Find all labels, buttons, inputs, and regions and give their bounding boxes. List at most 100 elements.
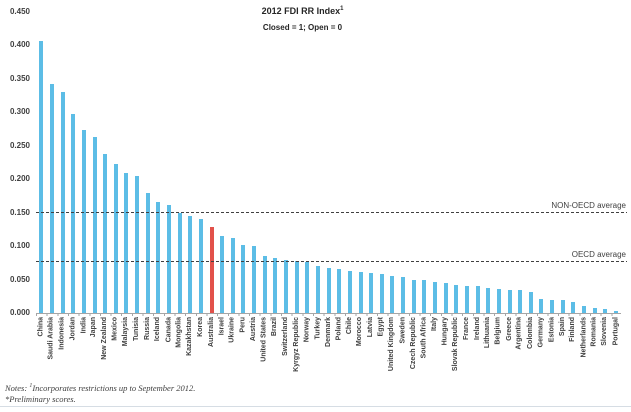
x-label-cell: Canada xyxy=(164,314,175,386)
x-tick-label: Saudi Arabia xyxy=(47,317,55,360)
y-tick-label: 0.250 xyxy=(9,140,30,150)
bar-new-zealand xyxy=(103,154,108,313)
x-tick-label: Estonia xyxy=(548,317,556,343)
bar-cell xyxy=(547,12,558,313)
bar-cell xyxy=(419,12,430,313)
bar-cell xyxy=(440,12,451,313)
x-label-cell: Norway xyxy=(302,314,313,386)
bar-slovak-republic xyxy=(454,284,459,313)
note-line-2: *Preliminary scores. xyxy=(5,393,76,404)
bar-cell xyxy=(472,12,483,313)
note-line-1: Notes: 1Incorporates restrictions up to … xyxy=(5,382,196,393)
bar-cell xyxy=(270,12,281,313)
x-tick-label: Czech Republic xyxy=(409,317,417,370)
x-tick-label: Malaysia xyxy=(122,317,130,347)
x-tick-label: Japan xyxy=(90,317,98,338)
bar-cell xyxy=(398,12,409,313)
bar-peru xyxy=(241,244,246,313)
bar-cell xyxy=(515,12,526,313)
x-tick-label: Romania xyxy=(590,317,598,347)
x-tick-label: Colombia xyxy=(526,317,534,349)
x-tick-label: Tunisia xyxy=(133,317,141,341)
x-tick-label: Hungary xyxy=(441,317,449,346)
bar-cell xyxy=(132,12,143,313)
bar-india xyxy=(81,130,86,313)
bar-latvia xyxy=(369,272,374,313)
x-tick-label: Russia xyxy=(143,317,151,340)
chart-title: 2012 FDI RR Index1 xyxy=(261,6,344,16)
bar-cell xyxy=(142,12,153,313)
bar-cell xyxy=(281,12,292,313)
x-label-cell: South Africa xyxy=(419,314,430,386)
x-label-cell: Saudi Arabia xyxy=(47,314,58,386)
x-tick-label: Denmark xyxy=(324,317,332,347)
x-label-cell: New Zealand xyxy=(100,314,111,386)
x-label-cell: Spain xyxy=(557,314,568,386)
x-tick-label: Peru xyxy=(239,317,247,333)
x-label-cell: Turkey xyxy=(313,314,324,386)
x-tick-label: Mongolia xyxy=(175,317,183,348)
x-tick-label: Belgium xyxy=(494,317,502,345)
bars xyxy=(36,12,621,313)
x-label-cell: Lithuania xyxy=(483,314,494,386)
x-label-cell: Latvia xyxy=(366,314,377,386)
bar-cell xyxy=(291,12,302,313)
x-label-cell: Tunisia xyxy=(132,314,143,386)
x-label-cell: Denmark xyxy=(323,314,334,386)
bar-brazil xyxy=(273,258,278,313)
bar-cell xyxy=(334,12,345,313)
bar-united-kingdom xyxy=(390,275,395,313)
bar-belgium xyxy=(496,288,501,313)
bar-cell xyxy=(185,12,196,313)
x-tick-label: Jordan xyxy=(69,317,77,341)
x-tick-label: Brazil xyxy=(271,317,279,337)
bar-kyrgyz-republic xyxy=(294,260,299,313)
x-tick-label: South Africa xyxy=(420,317,428,359)
x-label-cell: Morocco xyxy=(355,314,366,386)
x-tick-label: Finland xyxy=(569,317,577,342)
bar-cell xyxy=(36,12,47,313)
x-tick-label: Norway xyxy=(303,317,311,343)
bar-italy xyxy=(433,282,438,313)
bar-austria xyxy=(252,246,257,313)
x-label-cell: Switzerland xyxy=(281,314,292,386)
y-tick-label: 0.100 xyxy=(9,241,30,251)
x-label-cell: Israel xyxy=(217,314,228,386)
chart-subtitle: Closed = 1; Open = 0 xyxy=(262,23,343,32)
x-tick-label: Italy xyxy=(431,317,439,332)
x-tick-label: New Zealand xyxy=(101,317,109,360)
bar-cell xyxy=(355,12,366,313)
bar-cell xyxy=(228,12,239,313)
plot-area xyxy=(36,12,621,314)
bar-cell xyxy=(174,12,185,313)
bar-cell xyxy=(68,12,79,313)
bar-canada xyxy=(167,204,171,313)
bar-highlight-australia xyxy=(209,227,214,313)
y-tick-label: 0.050 xyxy=(9,274,30,284)
x-tick-label: Canada xyxy=(165,317,173,343)
x-label-cell: Kyrgyz Republic xyxy=(291,314,302,386)
bar-chile xyxy=(347,270,352,313)
x-label-cell: Belgium xyxy=(494,314,505,386)
x-label-cell: Jordan xyxy=(68,314,79,386)
x-label-cell: Ukraine xyxy=(228,314,239,386)
bar-kazakhstan xyxy=(188,216,193,313)
bar-cell xyxy=(259,12,270,313)
bar-cell xyxy=(217,12,228,313)
x-label-cell: United States xyxy=(259,314,270,386)
x-tick-label: Germany xyxy=(537,317,545,348)
bar-portugal xyxy=(613,311,618,313)
x-label-cell: Slovak Republic xyxy=(451,314,462,386)
y-tick-label: 0.300 xyxy=(9,107,30,117)
x-tick-label: United States xyxy=(260,317,268,362)
bar-romania xyxy=(592,307,597,313)
x-label-cell: France xyxy=(462,314,473,386)
x-label-cell: United Kingdom xyxy=(387,314,398,386)
x-label-cell: Germany xyxy=(536,314,547,386)
bar-saudi-arabia xyxy=(49,83,54,313)
bar-germany xyxy=(539,298,544,313)
x-label-cell: Mongolia xyxy=(174,314,185,386)
note-footnote-marker: 1 xyxy=(29,383,33,389)
bar-egypt xyxy=(379,274,384,313)
